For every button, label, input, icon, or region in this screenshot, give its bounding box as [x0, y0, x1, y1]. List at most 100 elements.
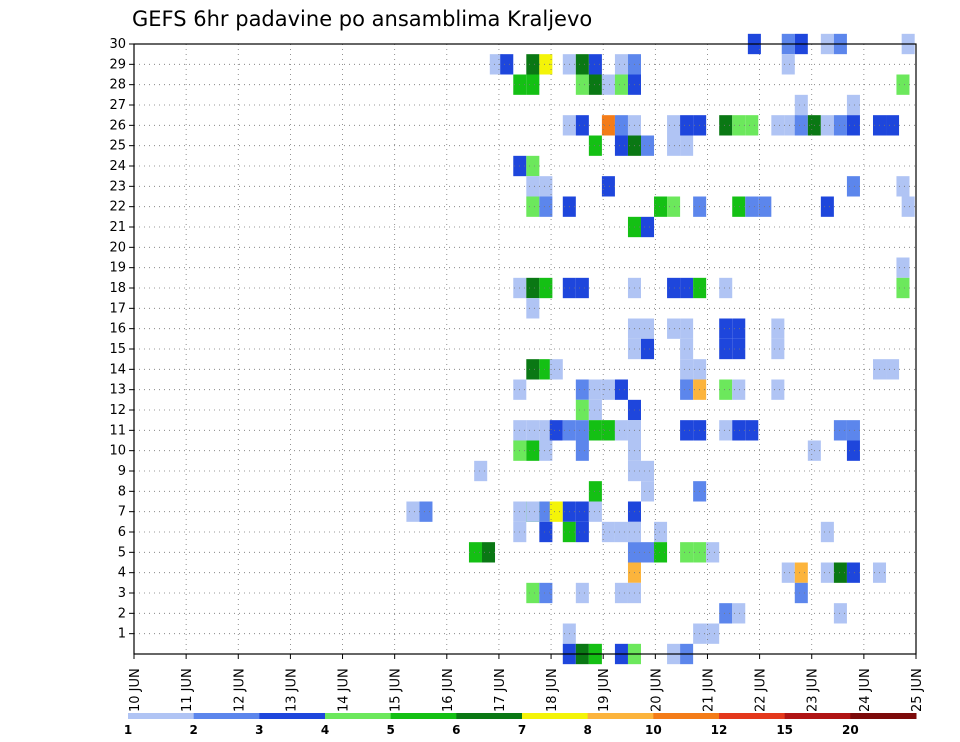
x-tick-label: 12 JUN: [232, 668, 247, 712]
heatmap-cell: [588, 74, 602, 95]
heatmap-cell: [745, 420, 759, 441]
heatmap-cell: [614, 74, 628, 95]
heatmap-cell: [539, 176, 553, 197]
heatmap-cell: [833, 115, 847, 136]
y-tick-label: 29: [109, 57, 126, 72]
heatmap-cell: [601, 115, 615, 136]
colorbar-label: 15: [776, 723, 793, 737]
heatmap-cell: [820, 521, 834, 543]
colorbar-label: 3: [255, 723, 263, 737]
y-axis: 1234567891011121314151617181920212223242…: [109, 37, 134, 642]
heatmap-cell: [771, 318, 785, 339]
y-tick-label: 12: [109, 403, 126, 418]
heatmap-cell: [784, 115, 798, 136]
heatmap-cell: [575, 420, 589, 441]
y-tick-label: 27: [109, 98, 126, 113]
y-tick-label: 15: [109, 342, 126, 357]
heatmap-cell: [588, 54, 602, 75]
x-tick-label: 13 JUN: [284, 668, 299, 712]
heatmap-cell: [654, 521, 668, 543]
colorbar-swatch: [128, 713, 195, 719]
y-tick-label: 19: [109, 261, 126, 276]
heatmap-cell: [846, 440, 860, 461]
heatmap-cell: [794, 115, 808, 136]
y-tick-label: 22: [109, 200, 126, 215]
heatmap-cell: [654, 196, 668, 217]
colorbar-label: 12: [711, 723, 728, 737]
x-tick-label: 22 JUN: [754, 668, 769, 712]
heatmap-cell: [732, 318, 746, 339]
heatmap-cell: [680, 338, 694, 360]
heatmap-cell: [654, 542, 668, 563]
y-tick-label: 28: [109, 78, 126, 93]
heatmap-cell: [640, 135, 655, 156]
heatmap-cell: [640, 216, 655, 238]
y-tick-label: 7: [118, 505, 126, 520]
heatmap-cell: [526, 298, 540, 319]
heatmap-cell: [588, 399, 602, 421]
heatmap-cell: [667, 115, 681, 136]
heatmap-cell: [719, 338, 733, 360]
heatmap-cell: [489, 54, 503, 75]
heatmap-cell: [833, 603, 847, 624]
heatmap-cell: [526, 54, 540, 75]
heatmap-cell: [745, 196, 759, 217]
colorbar-swatch: [522, 713, 589, 719]
heatmap-cell: [706, 623, 720, 644]
colorbar-swatch: [587, 713, 654, 719]
y-tick-label: 11: [109, 423, 126, 438]
colorbar-swatch: [259, 713, 326, 719]
heatmap-cell: [719, 379, 733, 400]
heatmap-cell: [680, 277, 694, 299]
heatmap-cell: [539, 196, 553, 217]
heatmap-cell: [640, 460, 655, 482]
heatmap-cell: [846, 562, 860, 583]
heatmap-cell: [667, 318, 681, 339]
heatmap-cell: [614, 54, 628, 75]
heatmap-cell: [575, 501, 589, 522]
colorbar-label: 10: [645, 723, 662, 737]
heatmap-cell: [614, 379, 628, 400]
y-tick-label: 23: [109, 179, 126, 194]
y-tick-label: 10: [109, 444, 126, 459]
heatmap-cell: [539, 582, 553, 604]
heatmap-cell: [539, 501, 553, 522]
heatmap-cell: [526, 359, 540, 380]
y-tick-label: 21: [109, 220, 126, 235]
chart-title: GEFS 6hr padavine po ansamblima Kraljevo: [132, 7, 592, 31]
heatmap-cell: [667, 196, 681, 217]
heatmap-cell: [588, 135, 602, 156]
x-tick-label: 25 JUN: [910, 668, 925, 712]
x-tick-label: 10 JUN: [128, 668, 143, 712]
x-tick-label: 20 JUN: [649, 668, 664, 712]
heatmap-cell: [781, 54, 795, 75]
heatmap-cell: [820, 562, 834, 583]
heatmap-cell: [667, 135, 681, 156]
colorbar-label: 8: [583, 723, 591, 737]
heatmap-cell: [481, 542, 496, 563]
heatmap-cell: [896, 74, 910, 95]
y-tick-label: 2: [118, 606, 126, 621]
heatmap-cell: [680, 135, 694, 156]
heatmap-cell: [719, 603, 733, 624]
y-tick-label: 20: [109, 240, 126, 255]
heatmap-cell: [539, 521, 553, 543]
heatmap-cell: [614, 582, 628, 604]
heatmap-cell: [886, 359, 900, 380]
x-tick-label: 14 JUN: [337, 668, 352, 712]
heatmap-cell: [719, 318, 733, 339]
heatmap-cell: [549, 501, 563, 522]
heatmap-cell: [575, 54, 589, 75]
colorbar-swatch: [719, 713, 786, 719]
heatmap-cell: [745, 115, 759, 136]
heatmap-cell: [575, 115, 589, 136]
heatmap-cell: [833, 420, 847, 441]
colorbar-label: 1: [124, 723, 132, 737]
heatmap-cell: [419, 501, 433, 522]
x-axis: 10 JUN 11 JUN 12 JUN 13 JUN 14 JUN 15 JUN 16 J…: [128, 654, 925, 712]
heatmap-cell: [526, 74, 540, 95]
heatmap-cells: [406, 33, 915, 665]
heatmap-cell: [846, 115, 860, 136]
heatmap-cell: [601, 521, 615, 543]
x-tick-label: 19 JUN: [597, 668, 612, 712]
